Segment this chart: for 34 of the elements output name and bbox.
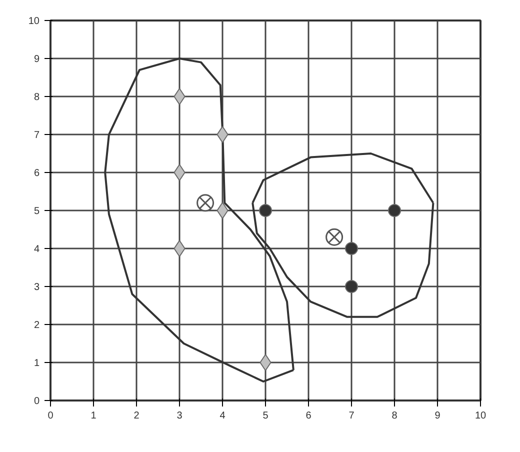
x-tick-label: 9 <box>434 410 441 422</box>
y-tick-label: 0 <box>34 396 40 407</box>
y-tick-label: 2 <box>34 320 40 331</box>
point <box>174 88 186 105</box>
x-tick-label: 10 <box>474 410 486 422</box>
y-tick-label: 8 <box>34 92 40 103</box>
x-tick-label: 3 <box>176 410 183 422</box>
x-tick-label: 7 <box>348 410 355 422</box>
x-tick-label: 1 <box>90 410 97 422</box>
point <box>260 354 272 371</box>
x-tick-label: 6 <box>306 410 312 422</box>
point <box>259 204 272 217</box>
x-tick-label: 2 <box>134 410 140 422</box>
y-tick-label: 4 <box>34 244 40 255</box>
point <box>216 202 228 219</box>
y-tick-label: 1 <box>34 358 40 369</box>
point <box>174 164 186 181</box>
x-tick-label: 4 <box>220 410 226 422</box>
y-tick-label: 7 <box>34 130 40 141</box>
point <box>196 194 214 212</box>
point <box>388 204 401 217</box>
y-tick-label: 9 <box>34 54 40 65</box>
point <box>326 228 344 246</box>
x-tick-label: 5 <box>262 410 269 422</box>
x-tick-label: 8 <box>392 410 398 422</box>
x-tick-label: 0 <box>48 410 54 422</box>
y-tick-label: 6 <box>34 168 40 179</box>
point <box>174 240 186 257</box>
point <box>345 280 358 293</box>
point <box>345 242 358 255</box>
point <box>216 126 228 143</box>
y-tick-label: 3 <box>34 282 40 293</box>
y-tick-label: 5 <box>34 206 40 217</box>
y-tick-label: 10 <box>28 16 40 27</box>
